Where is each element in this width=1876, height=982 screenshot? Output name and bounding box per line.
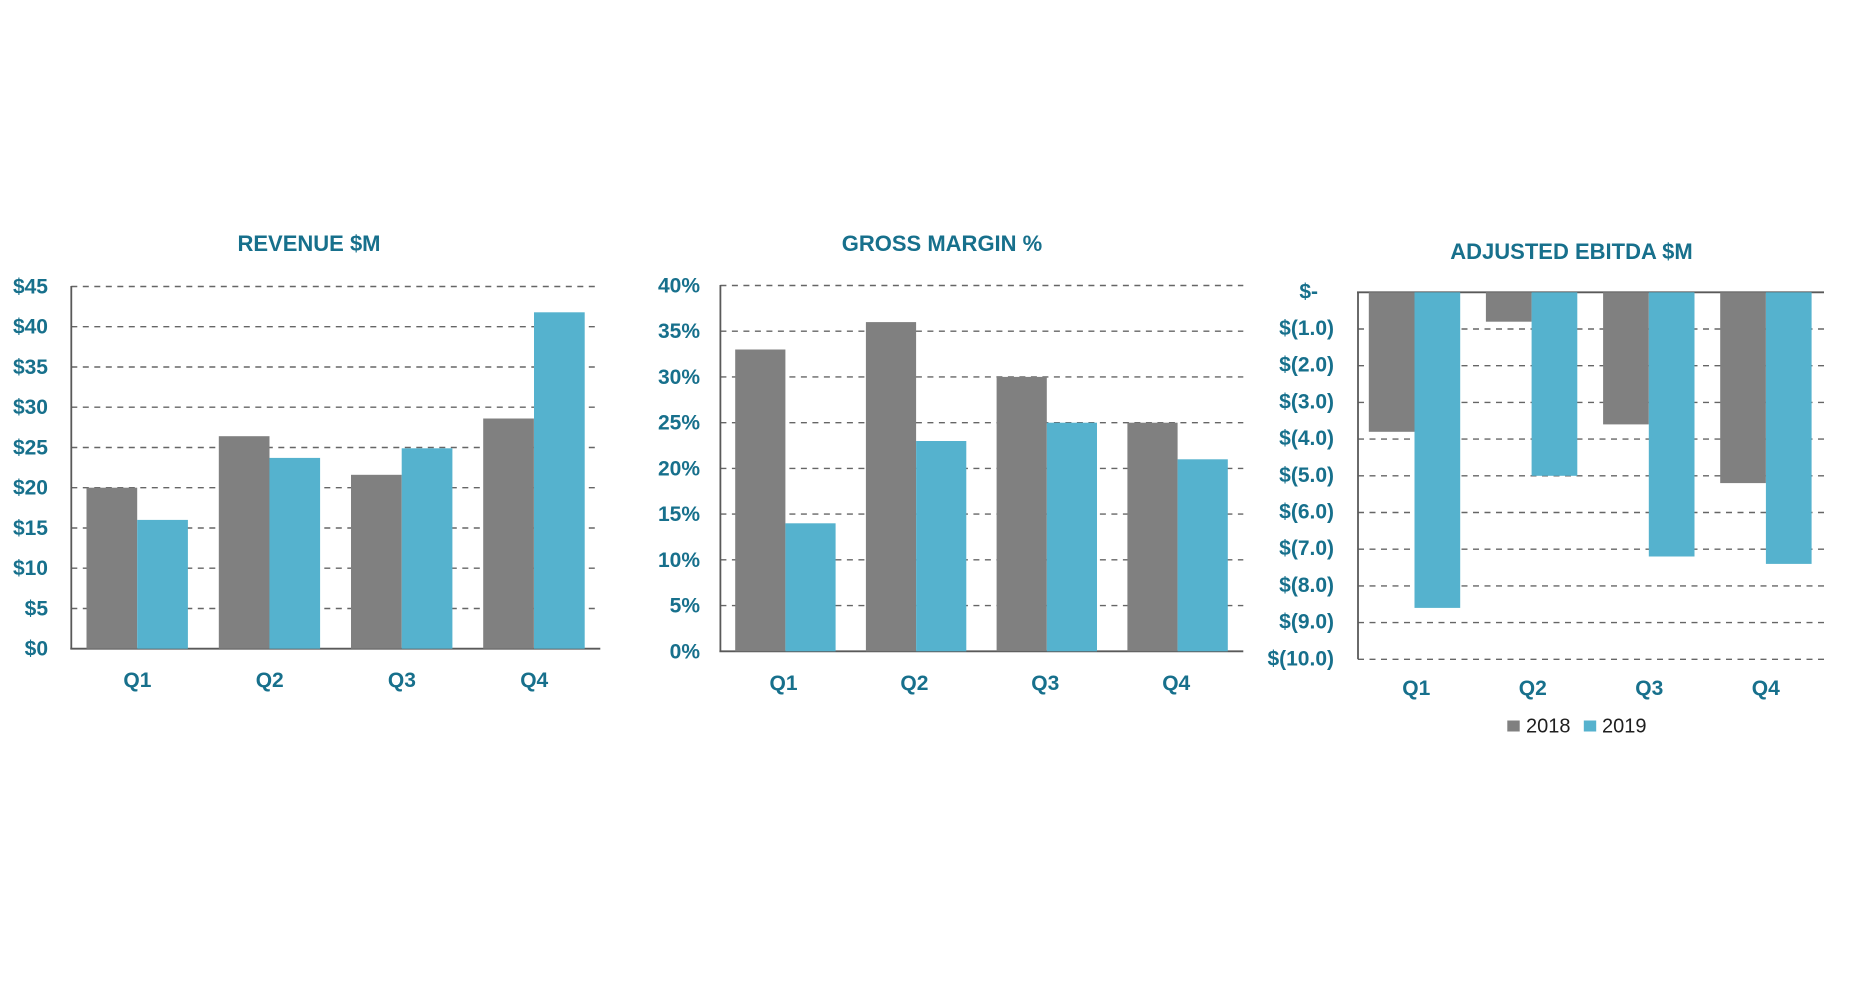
svg-text:$(6.0): $(6.0): [1279, 501, 1334, 524]
svg-text:$35: $35: [13, 356, 48, 379]
svg-text:Q1: Q1: [123, 669, 151, 692]
svg-text:Q1: Q1: [769, 672, 797, 695]
svg-text:$(5.0): $(5.0): [1279, 464, 1334, 487]
svg-text:Q2: Q2: [256, 669, 284, 692]
svg-text:$40: $40: [13, 316, 48, 339]
svg-text:ADJUSTED EBITDA $M: ADJUSTED EBITDA $M: [1450, 239, 1692, 264]
svg-text:$20: $20: [13, 477, 48, 500]
svg-text:15%: 15%: [658, 503, 700, 526]
svg-text:Q4: Q4: [1162, 672, 1190, 695]
svg-text:Q3: Q3: [388, 669, 416, 692]
svg-text:Q3: Q3: [1031, 672, 1059, 695]
svg-text:$(10.0): $(10.0): [1267, 647, 1334, 670]
svg-text:2018: 2018: [1526, 716, 1571, 738]
svg-text:25%: 25%: [658, 412, 700, 435]
svg-text:Q4: Q4: [520, 669, 548, 692]
svg-text:Q2: Q2: [900, 672, 928, 695]
svg-text:Q2: Q2: [1519, 677, 1547, 700]
svg-text:$(4.0): $(4.0): [1279, 427, 1334, 450]
svg-text:5%: 5%: [670, 595, 701, 618]
svg-text:GROSS MARGIN %: GROSS MARGIN %: [842, 231, 1042, 256]
svg-text:Q3: Q3: [1635, 677, 1663, 700]
svg-text:$(9.0): $(9.0): [1279, 611, 1334, 634]
svg-text:30%: 30%: [658, 366, 700, 389]
svg-text:$(1.0): $(1.0): [1279, 317, 1334, 340]
svg-text:$15: $15: [13, 517, 48, 540]
svg-text:$(2.0): $(2.0): [1279, 354, 1334, 377]
svg-text:10%: 10%: [658, 549, 700, 572]
svg-text:0%: 0%: [670, 640, 701, 663]
svg-text:$(7.0): $(7.0): [1279, 537, 1334, 560]
svg-text:40%: 40%: [658, 275, 700, 298]
svg-text:$45: $45: [13, 276, 48, 299]
svg-text:REVENUE $M: REVENUE $M: [237, 231, 380, 256]
svg-text:$5: $5: [25, 598, 49, 621]
svg-text:$10: $10: [13, 557, 48, 580]
svg-text:2019: 2019: [1602, 716, 1647, 738]
svg-text:$(8.0): $(8.0): [1279, 574, 1334, 597]
svg-text:Q4: Q4: [1752, 677, 1780, 700]
svg-text:Q1: Q1: [1402, 677, 1430, 700]
svg-text:35%: 35%: [658, 320, 700, 343]
svg-text:$0: $0: [25, 638, 48, 661]
svg-text:$(3.0): $(3.0): [1279, 390, 1334, 413]
svg-text:$25: $25: [13, 437, 48, 460]
svg-text:$-: $-: [1299, 280, 1318, 303]
svg-text:20%: 20%: [658, 457, 700, 480]
svg-text:$30: $30: [13, 396, 48, 419]
